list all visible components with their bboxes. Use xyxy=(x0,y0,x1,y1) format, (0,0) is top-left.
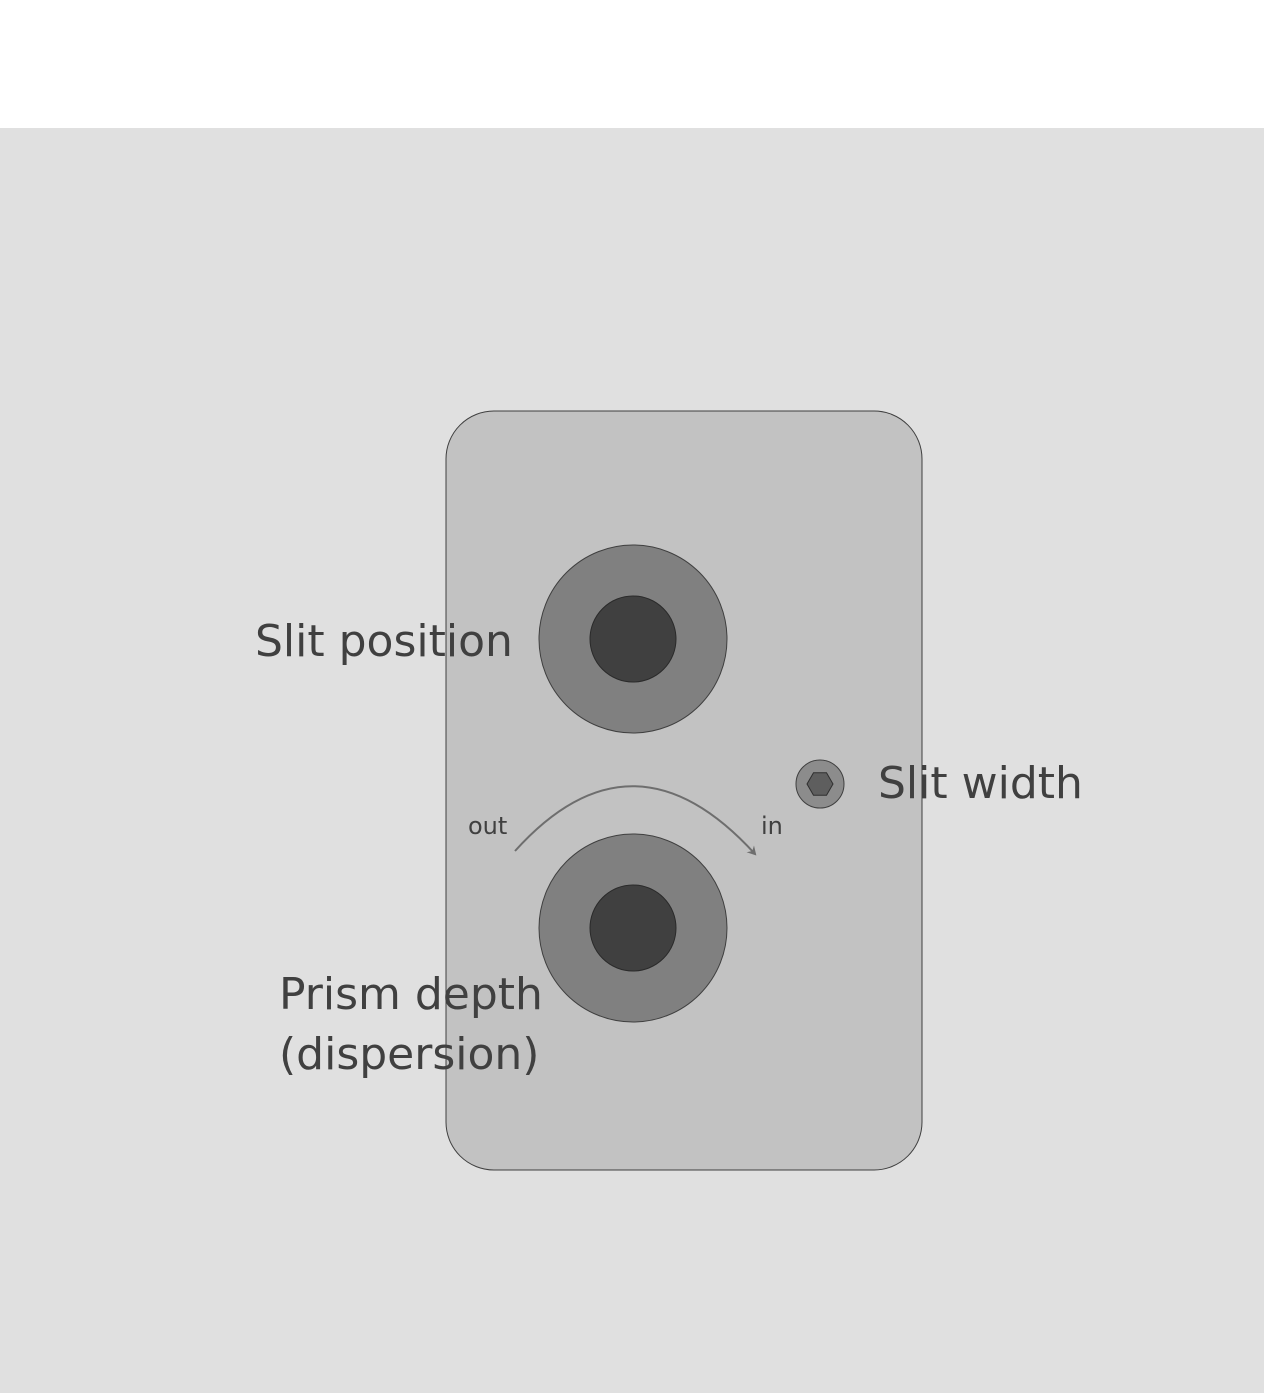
prism-depth-label: Prism depth xyxy=(279,969,543,1020)
direction-in-label: in xyxy=(761,812,783,840)
prism-depth-sublabel: (dispersion) xyxy=(279,1029,539,1080)
knob-center-icon xyxy=(589,595,677,683)
slit-position-label: Slit position xyxy=(255,616,513,667)
hex-socket-icon xyxy=(806,772,834,796)
prism-depth-knob[interactable] xyxy=(538,833,728,1023)
slit-width-screw[interactable] xyxy=(795,759,845,809)
slit-position-knob[interactable] xyxy=(538,544,728,734)
direction-out-label: out xyxy=(468,812,507,840)
top-band xyxy=(0,0,1264,128)
slit-width-label: Slit width xyxy=(878,758,1083,809)
curved-arrow-icon xyxy=(514,785,757,856)
knob-center-icon xyxy=(589,884,677,972)
